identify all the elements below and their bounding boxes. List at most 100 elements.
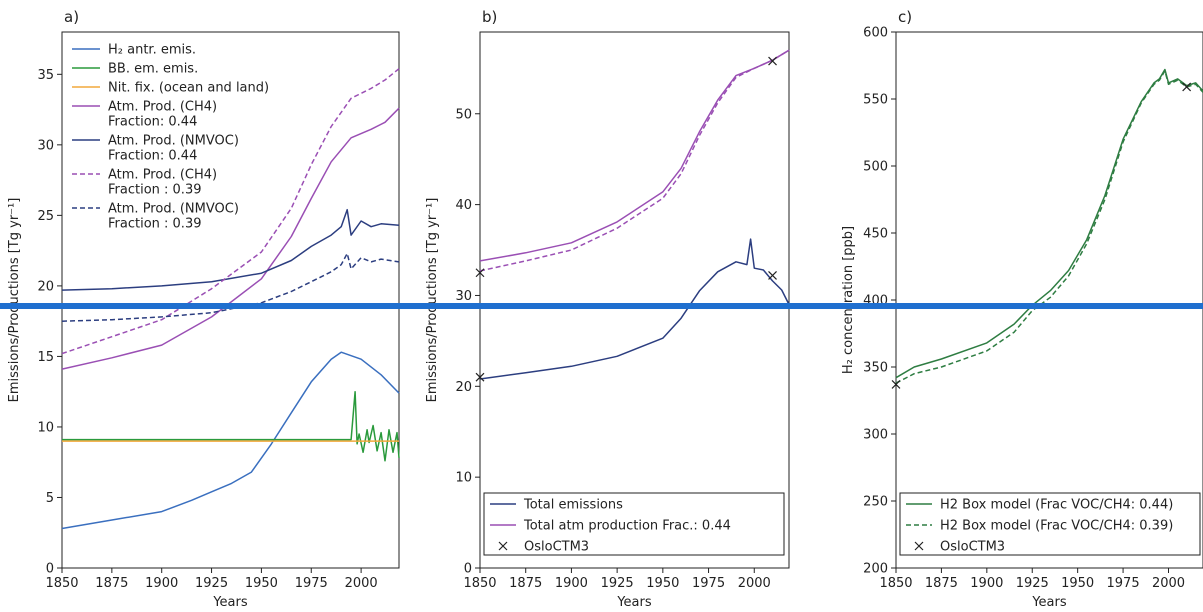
oslo-ctm3-marker [891, 379, 901, 389]
oslo-ctm3-marker [475, 372, 485, 382]
y-tick-label: 550 [863, 93, 888, 108]
y-tick-label: 15 [37, 350, 54, 365]
x-tick-label: 1975 [295, 576, 328, 591]
legend-label: Fraction: 0.44 [108, 149, 197, 164]
y-axis-label: Emissions/Productions [Tg yr⁻¹] [425, 198, 440, 403]
plot-frame [61, 31, 400, 569]
x-tick-label: 1900 [970, 576, 1003, 591]
panel-c: 1850 1875 1900 1925 1950 1975 2000 200 250 300 350… [841, 8, 1203, 610]
y-tick-label: 20 [37, 279, 54, 294]
x-tick-label: 2000 [738, 576, 771, 591]
oslo-ctm3-marker [768, 56, 777, 66]
x-axis-label: Years [616, 595, 652, 610]
series-line-1 [895, 70, 1203, 384]
plot-frame [895, 31, 1203, 569]
x-tick-label: 1900 [145, 576, 178, 591]
x-tick-label: 1850 [463, 576, 496, 591]
x-tick-label: 2000 [345, 576, 378, 591]
legend-label: BB. em. emis. [108, 62, 198, 77]
legend-label: Atm. Prod. (CH4) [108, 100, 217, 115]
panel-label: c) [898, 8, 912, 26]
legend-marker-icon [914, 541, 924, 551]
series-line-4 [61, 208, 400, 291]
series-line-0 [61, 351, 400, 530]
x-tick-label: 2000 [1152, 576, 1185, 591]
x-tick-label: 1925 [1016, 576, 1049, 591]
legend-label: Atm. Prod. (NMVOC) [108, 134, 239, 149]
x-tick-label: 1875 [509, 576, 542, 591]
legend-marker-icon [498, 541, 508, 551]
x-tick-label: 1975 [692, 576, 725, 591]
legend-label: OsloCTM3 [940, 540, 1005, 555]
y-tick-label: 40 [455, 198, 472, 213]
legend-label: H₂ antr. emis. [108, 43, 196, 58]
legend-label: Nit. fix. (ocean and land) [108, 81, 269, 96]
y-tick-label: 300 [863, 428, 888, 443]
x-tick-label: 1925 [195, 576, 228, 591]
series-line-1 [62, 390, 400, 462]
y-tick-label: 30 [455, 289, 472, 304]
series-line-0 [895, 68, 1203, 379]
x-tick-label: 1850 [45, 576, 78, 591]
y-tick-label: 500 [863, 160, 888, 175]
legend-label: Fraction: 0.44 [108, 115, 197, 130]
oslo-ctm3-marker [1182, 82, 1192, 92]
x-tick-label: 1950 [1061, 576, 1094, 591]
y-tick-label: 50 [455, 107, 472, 122]
x-tick-label: 1875 [925, 576, 958, 591]
legend-label: Fraction : 0.39 [108, 183, 201, 198]
y-tick-label: 250 [863, 495, 888, 510]
y-tick-label: 30 [37, 138, 54, 153]
legend-label: Atm. Prod. (NMVOC) [108, 202, 239, 217]
panel-b: 1850 1875 1900 1925 1950 1975 2000 0 10 20 30 40 50 Y… [425, 8, 790, 610]
series-line-1 [479, 49, 790, 262]
legend-box [899, 492, 1201, 556]
oslo-ctm3-marker [475, 268, 485, 278]
x-tick-label: 1900 [555, 576, 588, 591]
x-tick-label: 1975 [1107, 576, 1140, 591]
y-tick-label: 200 [863, 562, 888, 577]
legend-label: H2 Box model (Frac VOC/CH4: 0.44) [940, 498, 1173, 513]
x-tick-label: 1950 [646, 576, 679, 591]
legend-label: Atm. Prod. (CH4) [108, 168, 217, 183]
y-axis-label: Emissions/Productions [Tg yr⁻¹] [7, 198, 22, 403]
legend: H2 Box model (Frac VOC/CH4: 0.44) H2 Box … [899, 492, 1201, 556]
y-tick-label: 35 [37, 68, 54, 83]
series-line-5 [61, 68, 400, 355]
series-line-6 [61, 252, 400, 322]
legend: H₂ antr. emis. BB. em. emis. Nit. fix. (oc… [72, 43, 269, 232]
oslo-ctm3-marker [768, 271, 777, 280]
legend-label: Fraction : 0.39 [108, 217, 201, 232]
y-tick-label: 350 [863, 361, 888, 376]
x-tick-label: 1850 [879, 576, 912, 591]
legend-label: Total atm production Frac.: 0.44 [523, 519, 731, 534]
series-line-3 [61, 107, 400, 370]
legend-label: Total emissions [523, 498, 623, 513]
x-axis-label: Years [1031, 595, 1067, 610]
y-tick-label: 0 [46, 562, 54, 577]
y-tick-label: 25 [37, 209, 54, 224]
x-tick-label: 1925 [601, 576, 634, 591]
legend-label: H2 Box model (Frac VOC/CH4: 0.39) [940, 519, 1173, 534]
y-tick-label: 450 [863, 227, 888, 242]
legend-box [483, 492, 785, 556]
y-axis-label: H₂ concentration [ppb] [841, 226, 856, 374]
legend-label: OsloCTM3 [524, 540, 589, 555]
panel-label: b) [482, 8, 497, 26]
panel-label: a) [64, 8, 79, 26]
y-tick-label: 10 [37, 420, 54, 435]
y-tick-label: 20 [455, 380, 472, 395]
series-line-2 [479, 49, 790, 272]
plot-frame [479, 31, 790, 569]
x-tick-label: 1875 [95, 576, 128, 591]
series-line-0 [479, 238, 790, 380]
panel-a: 1850 1875 1900 1925 1950 1975 2000 0 5 10 15 20 25 30… [7, 8, 400, 610]
legend: Total emissions Total atm production Frac… [483, 492, 785, 556]
y-tick-label: 5 [46, 491, 54, 506]
x-axis-label: Years [212, 595, 248, 610]
y-tick-label: 0 [464, 562, 472, 577]
y-tick-label: 10 [455, 471, 472, 486]
x-tick-label: 1950 [245, 576, 278, 591]
y-tick-label: 600 [863, 26, 888, 41]
